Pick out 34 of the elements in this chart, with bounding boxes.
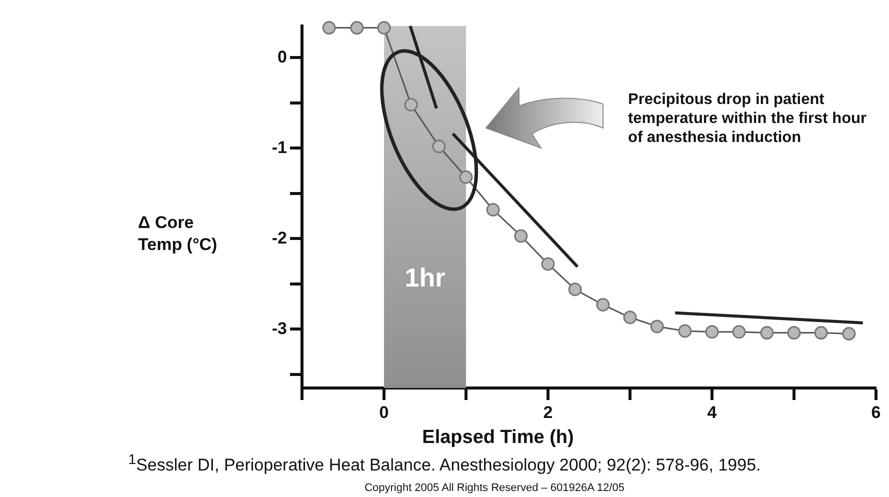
point <box>459 170 473 184</box>
x-tick-label: 2 <box>543 402 553 422</box>
point <box>842 326 856 340</box>
x-tick-label: 4 <box>707 402 718 422</box>
band-label: 1hr <box>404 262 446 293</box>
y-tick-label: -3 <box>272 318 287 338</box>
point <box>678 324 692 338</box>
point <box>404 98 418 112</box>
x-tick-label: 0 <box>379 402 389 422</box>
y-tick-label: 0 <box>278 47 287 66</box>
text: Copyright 2005 All Rights Reserved – 601926A 12/05 <box>364 482 626 494</box>
y-tick-label: -2 <box>272 228 287 248</box>
point <box>814 326 828 340</box>
point <box>787 326 801 340</box>
point <box>486 202 500 216</box>
point <box>623 310 637 324</box>
point <box>350 21 364 35</box>
point <box>596 298 610 312</box>
x-tick-label: 6 <box>871 402 881 422</box>
annotation: Precipitous drop in patient temperature within the first hour of anesthesia induction <box>628 90 868 147</box>
point <box>432 140 446 154</box>
x-axis-title: Elapsed Time (h) <box>422 427 574 448</box>
text: $^{1}$Sessler DI, Perioperative Heat Balance. Anesthesiology 2000; 92(2): 578-96, 1995. <box>127 452 762 476</box>
y-axis-title: Δ Core Temp (°C) <box>138 212 218 256</box>
point <box>322 21 336 35</box>
y-tick-label: -1 <box>272 138 287 157</box>
point <box>514 229 528 243</box>
point <box>650 320 664 334</box>
point <box>705 325 719 339</box>
point <box>568 282 582 296</box>
point <box>732 325 746 339</box>
point <box>760 326 774 340</box>
point <box>377 21 391 35</box>
point <box>541 257 555 271</box>
